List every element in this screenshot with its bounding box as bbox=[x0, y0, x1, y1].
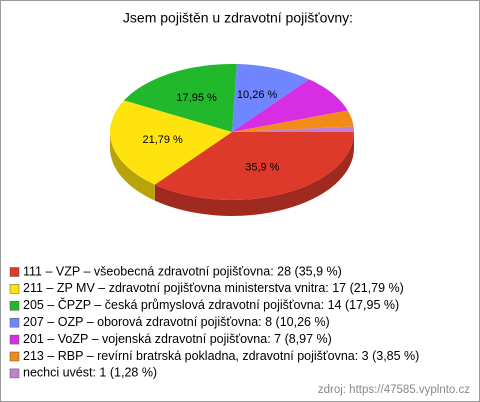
legend-label: 201 – VoZP – vojenská zdravotní pojišťov… bbox=[23, 332, 332, 346]
legend-swatch bbox=[9, 368, 20, 379]
legend-label: 205 – ČPZP – česká průmyslová zdravotní … bbox=[23, 297, 399, 312]
slice-label: 10,26 % bbox=[237, 89, 278, 101]
slice bbox=[109, 100, 232, 185]
slice bbox=[232, 110, 354, 132]
legend-swatch bbox=[9, 317, 20, 328]
slice-label: 17,95 % bbox=[176, 92, 217, 104]
source: zdroj: https://47585.vyplnto.cz bbox=[318, 384, 470, 396]
slice-label: 21,79 % bbox=[142, 134, 183, 146]
legend-swatch bbox=[9, 351, 20, 362]
chart-title: Jsem pojištěn u zdravotní pojišťovny: bbox=[123, 10, 353, 26]
slice-side bbox=[110, 132, 155, 201]
legend-label: 111 – VZP – všeobecná zdravotní pojišťov… bbox=[23, 264, 342, 278]
slice bbox=[232, 126, 354, 132]
slice bbox=[232, 79, 348, 132]
slice-side bbox=[154, 132, 354, 216]
legend-label: 207 – OZP – oborová zdravotní pojišťovna… bbox=[23, 315, 330, 329]
legend-label: nechci uvést: 1 (1,28 %) bbox=[23, 366, 157, 380]
legend-label: 213 – RBP – revírní bratrská pokladna, z… bbox=[23, 349, 419, 363]
slice bbox=[123, 64, 237, 132]
slice bbox=[154, 132, 354, 201]
slice bbox=[232, 64, 310, 132]
legend-swatch bbox=[9, 301, 20, 311]
legend-swatch bbox=[9, 334, 20, 345]
legend-swatch bbox=[9, 284, 20, 294]
legend-label: 211 – ZP MV – zdravotní pojišťovna minis… bbox=[23, 281, 404, 295]
legend-swatch bbox=[9, 267, 20, 277]
slice-label: 35,9 % bbox=[245, 162, 279, 174]
